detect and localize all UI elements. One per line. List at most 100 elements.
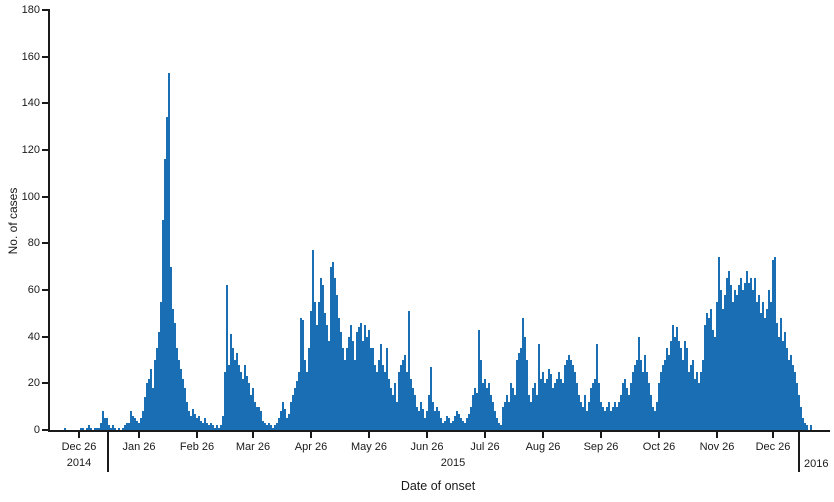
bar bbox=[258, 406, 260, 430]
bar bbox=[506, 395, 508, 430]
bar bbox=[192, 409, 194, 430]
bar bbox=[322, 285, 324, 430]
bar bbox=[446, 416, 448, 430]
bar bbox=[548, 369, 550, 430]
bar bbox=[472, 395, 474, 430]
bar bbox=[432, 402, 434, 430]
bar bbox=[164, 159, 166, 430]
bar bbox=[224, 371, 226, 430]
bar bbox=[686, 348, 688, 430]
x-tick-label: Feb 26 bbox=[179, 441, 215, 453]
bar bbox=[646, 371, 648, 430]
bar bbox=[534, 383, 536, 430]
bar bbox=[482, 383, 484, 430]
x-tick-label: May 26 bbox=[350, 441, 388, 453]
bar bbox=[448, 418, 450, 430]
bar bbox=[286, 418, 288, 430]
bar bbox=[390, 388, 392, 430]
bar bbox=[90, 427, 92, 430]
x-tick-label: Dec 26 bbox=[61, 441, 97, 453]
bar bbox=[158, 332, 160, 430]
bar bbox=[464, 423, 466, 430]
bar bbox=[480, 360, 482, 430]
x-tick-mark bbox=[658, 432, 660, 438]
bar bbox=[306, 371, 308, 430]
bar bbox=[798, 395, 800, 430]
bar bbox=[526, 360, 528, 430]
bar bbox=[572, 364, 574, 430]
bar bbox=[324, 313, 326, 430]
y-tick-mark bbox=[42, 102, 48, 104]
bar bbox=[766, 308, 768, 430]
bar bbox=[320, 278, 322, 430]
bar bbox=[756, 301, 758, 430]
bar bbox=[376, 371, 378, 430]
y-tick-label: 40 bbox=[27, 331, 40, 343]
bar bbox=[772, 259, 774, 430]
bar bbox=[128, 423, 130, 430]
bar bbox=[408, 311, 410, 430]
bar bbox=[660, 371, 662, 430]
bar bbox=[502, 406, 504, 430]
bar bbox=[206, 423, 208, 430]
bar bbox=[424, 418, 426, 430]
bar bbox=[580, 402, 582, 430]
bar bbox=[386, 348, 388, 430]
bar bbox=[194, 413, 196, 430]
x-tick-mark bbox=[426, 432, 428, 438]
bar bbox=[280, 411, 282, 430]
bar bbox=[484, 378, 486, 430]
bar bbox=[88, 425, 90, 430]
bar bbox=[800, 406, 802, 430]
bar bbox=[218, 427, 220, 430]
bar bbox=[744, 283, 746, 430]
y-tick-mark bbox=[42, 9, 48, 11]
bar bbox=[760, 313, 762, 430]
bar bbox=[184, 388, 186, 430]
bar bbox=[430, 367, 432, 430]
bar bbox=[460, 418, 462, 430]
x-tick-mark bbox=[716, 432, 718, 438]
bar bbox=[738, 285, 740, 430]
y-tick-mark bbox=[42, 429, 48, 431]
bar bbox=[498, 423, 500, 430]
bar bbox=[596, 343, 598, 430]
bar bbox=[602, 406, 604, 430]
bar bbox=[442, 423, 444, 430]
bar bbox=[418, 411, 420, 430]
year-separator-line bbox=[798, 432, 800, 472]
bar bbox=[398, 371, 400, 430]
bar bbox=[210, 423, 212, 430]
bar bbox=[462, 420, 464, 430]
bar bbox=[754, 278, 756, 430]
bar bbox=[676, 327, 678, 430]
bar bbox=[694, 378, 696, 430]
bar bbox=[622, 383, 624, 430]
y-tick-label: 0 bbox=[33, 424, 40, 436]
bar bbox=[340, 332, 342, 430]
bar bbox=[162, 220, 164, 430]
bar bbox=[348, 336, 350, 430]
bar bbox=[520, 348, 522, 430]
bar bbox=[242, 378, 244, 430]
bar bbox=[384, 371, 386, 430]
bar bbox=[208, 425, 210, 430]
bar bbox=[698, 383, 700, 430]
bar bbox=[710, 308, 712, 430]
bar bbox=[126, 423, 128, 430]
bar bbox=[452, 420, 454, 430]
bar bbox=[674, 336, 676, 430]
bar bbox=[512, 388, 514, 430]
bar bbox=[736, 294, 738, 430]
bar bbox=[132, 416, 134, 430]
bar bbox=[358, 327, 360, 430]
bar bbox=[396, 402, 398, 430]
y-tick-label: 160 bbox=[21, 51, 40, 63]
bar bbox=[570, 360, 572, 430]
bar bbox=[786, 348, 788, 430]
x-axis-line bbox=[48, 430, 830, 432]
bar bbox=[640, 360, 642, 430]
bar bbox=[196, 418, 198, 430]
bar bbox=[550, 374, 552, 430]
bar bbox=[652, 406, 654, 430]
